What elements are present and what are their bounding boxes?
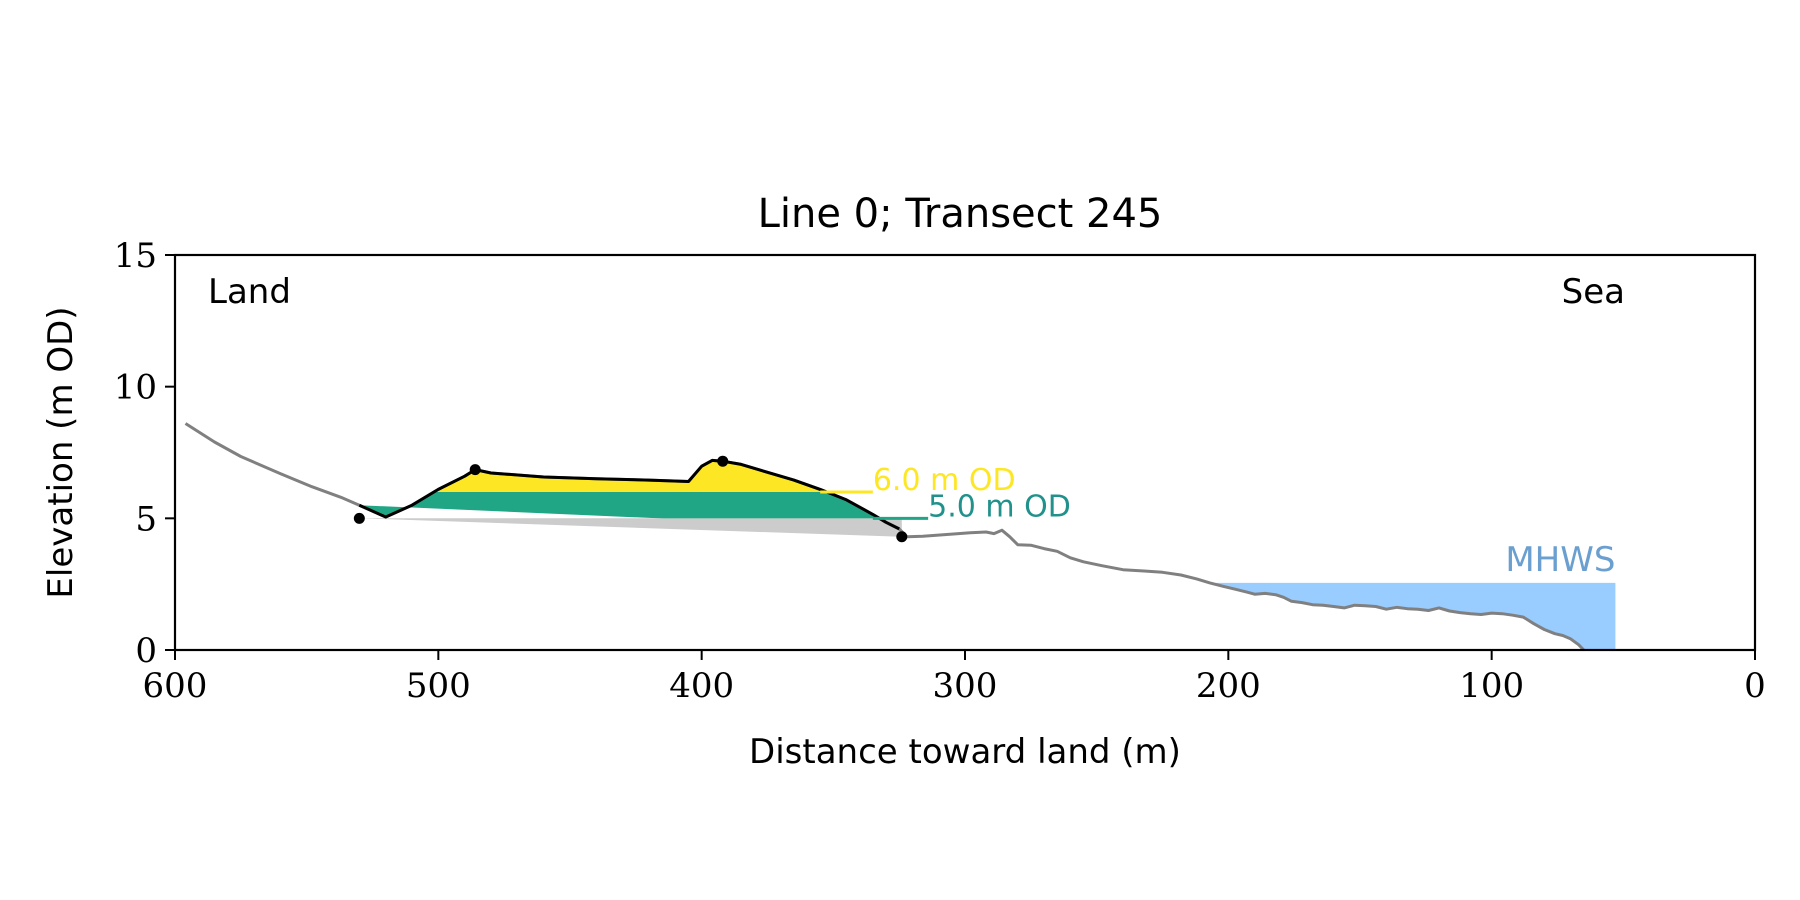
- x-tick-label: 200: [1196, 666, 1261, 706]
- x-axis-label: Distance toward land (m): [749, 732, 1181, 772]
- dune-crest-point-1: [469, 464, 481, 476]
- land-label: Land: [208, 272, 291, 312]
- x-tick-label: 100: [1459, 666, 1524, 706]
- above-6m-area: [359, 460, 900, 492]
- chart-title: Line 0; Transect 245: [758, 191, 1163, 237]
- below-5m-area: [359, 518, 902, 537]
- level-label-6m: 6.0 m OD: [873, 463, 1016, 498]
- y-tick-label: 10: [114, 368, 157, 408]
- x-tick-label: 500: [406, 666, 471, 706]
- mhws-water-area: [1209, 582, 1616, 650]
- x-tick-label: 600: [143, 666, 208, 706]
- level-label-5m: 5.0 m OD: [928, 489, 1071, 524]
- dune-crest-point-2: [717, 455, 729, 467]
- y-tick-label: 5: [135, 499, 157, 539]
- y-tick-label: 15: [114, 236, 157, 276]
- y-tick-label: 0: [135, 631, 157, 671]
- between-5-6m-area: [359, 492, 900, 519]
- dune-toe-point-2: [896, 531, 908, 543]
- x-tick-label: 300: [933, 666, 998, 706]
- mhws-label: MHWS: [1505, 540, 1615, 580]
- x-tick-label: 400: [669, 666, 734, 706]
- y-axis-label: Elevation (m OD): [41, 306, 81, 598]
- axis-ticks: 600 500 400 300 200 100 0 0 5 10 15: [114, 236, 1766, 706]
- x-tick-label: 0: [1744, 666, 1766, 706]
- dune-toe-point-1: [353, 512, 365, 524]
- plot-area: 6.0 m OD5.0 m OD MHWS: [184, 422, 1616, 652]
- profile-line: [184, 422, 1585, 652]
- dune-outline: [358, 458, 900, 531]
- sea-label: Sea: [1562, 272, 1625, 312]
